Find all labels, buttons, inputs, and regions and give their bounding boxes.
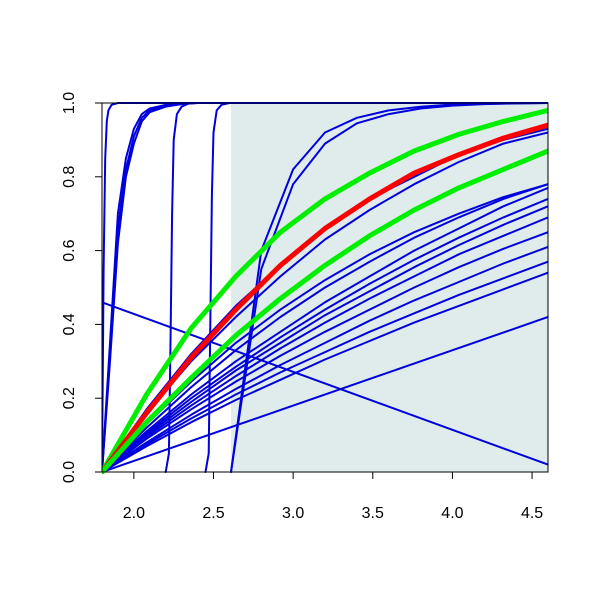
y-tick-label: 0.6 [61,239,78,261]
series-line-24-red [102,122,548,474]
series-line-5-blue [164,102,548,473]
series-line-11-blue [102,186,548,473]
series-line-17-blue [102,260,548,473]
series-line-13-blue [102,205,548,473]
series-line-6-blue [204,102,548,473]
shaded-region-layer [231,103,548,472]
shaded-region [231,103,548,472]
series-line-25-green [102,148,548,474]
series-line-14-blue [102,216,548,473]
x-axis: 2.0 2.5 3.0 3.5 4.0 4.5 [123,471,543,522]
series-line-12-blue [102,197,548,473]
y-tick-label: 0.8 [61,166,78,188]
series-line-22-blue [102,301,548,466]
series-line-21-blue [102,316,548,473]
y-axis: 0.0 0.2 0.4 0.6 0.8 1.0 [61,92,103,483]
y-tick-label: 0.4 [61,313,78,335]
x-tick-label: 4.5 [521,505,543,522]
y-tick-label: 0.0 [61,461,78,483]
series-line-16-blue [102,245,548,473]
series-line-18-blue [102,271,548,473]
x-tick-label: 4.0 [441,505,463,522]
x-tick-label: 3.5 [362,505,384,522]
y-tick-label: 1.0 [61,92,78,114]
series-line-20-blue [102,183,548,473]
x-tick-label: 2.0 [123,505,145,522]
y-tick-label: 0.2 [61,387,78,409]
series-line-15-blue [102,231,548,473]
x-tick-label: 2.5 [202,505,224,522]
series-line-23-green [102,107,548,474]
x-tick-label: 3.0 [282,505,304,522]
series-layer [102,102,548,474]
series-line-8-blue [230,102,548,473]
